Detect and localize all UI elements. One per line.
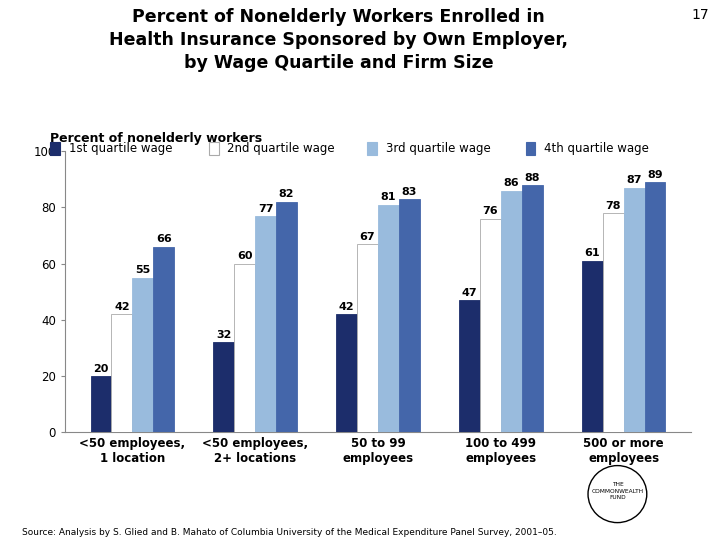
Text: 87: 87 (626, 176, 642, 185)
Text: 17: 17 (692, 8, 709, 22)
Bar (522, 185, 543, 432)
Text: 3rd quartile wage: 3rd quartile wage (386, 142, 490, 155)
Text: 88: 88 (524, 173, 540, 183)
Bar (399, 199, 420, 432)
Text: 82: 82 (279, 190, 294, 199)
Text: 60: 60 (237, 251, 253, 261)
Bar (480, 219, 501, 432)
Bar (501, 191, 522, 432)
Text: THE
COMMONWEALTH
FUND: THE COMMONWEALTH FUND (591, 482, 644, 500)
Text: 55: 55 (135, 265, 150, 275)
Text: 1st quartile wage: 1st quartile wage (69, 142, 172, 155)
Text: 42: 42 (339, 302, 354, 312)
Text: 2nd quartile wage: 2nd quartile wage (228, 142, 335, 155)
Text: 20: 20 (94, 363, 109, 374)
Text: 4th quartile wage: 4th quartile wage (544, 142, 649, 155)
Text: 89: 89 (647, 170, 663, 180)
Bar (336, 314, 357, 432)
Bar (91, 376, 112, 432)
Bar (276, 202, 297, 432)
Bar (582, 261, 603, 432)
Text: 66: 66 (156, 234, 171, 245)
Text: 67: 67 (360, 232, 375, 241)
Text: 47: 47 (462, 288, 477, 298)
Text: 42: 42 (114, 302, 130, 312)
Bar (644, 182, 665, 432)
Bar (112, 314, 132, 432)
Bar (603, 213, 624, 432)
Bar (378, 205, 399, 432)
Bar (234, 264, 255, 432)
Bar (624, 188, 644, 432)
Text: 78: 78 (606, 201, 621, 211)
Text: 83: 83 (402, 187, 417, 197)
Text: Source: Analysis by S. Glied and B. Mahato of Columbia University of the Medical: Source: Analysis by S. Glied and B. Maha… (22, 528, 557, 537)
Text: 86: 86 (503, 178, 519, 188)
Text: 77: 77 (258, 204, 274, 213)
Text: 81: 81 (381, 192, 396, 202)
Bar (153, 247, 174, 432)
Text: 32: 32 (216, 330, 232, 340)
Text: Percent of nonelderly workers: Percent of nonelderly workers (50, 132, 263, 145)
Text: 76: 76 (482, 206, 498, 217)
Bar (459, 300, 480, 432)
Bar (213, 342, 234, 432)
Text: 61: 61 (585, 248, 600, 259)
Bar (132, 278, 153, 432)
Bar (357, 244, 378, 432)
Bar (255, 216, 276, 432)
Text: Percent of Nonelderly Workers Enrolled in
Health Insurance Sponsored by Own Empl: Percent of Nonelderly Workers Enrolled i… (109, 8, 568, 72)
